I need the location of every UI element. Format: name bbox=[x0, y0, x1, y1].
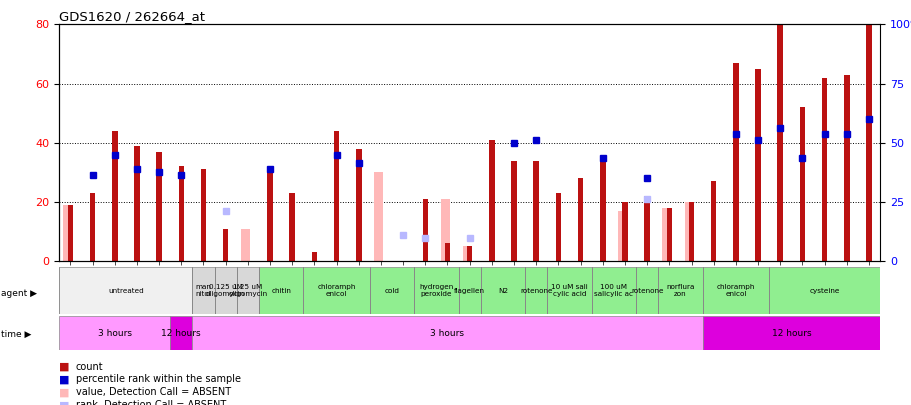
Text: ■: ■ bbox=[59, 388, 70, 397]
Text: chloramph
enicol: chloramph enicol bbox=[317, 284, 355, 297]
Bar bbox=[488, 140, 494, 261]
Bar bbox=[865, 24, 871, 261]
Bar bbox=[374, 173, 383, 261]
Text: 100 uM
salicylic ac: 100 uM salicylic ac bbox=[594, 284, 632, 297]
Text: GDS1620 / 262664_at: GDS1620 / 262664_at bbox=[59, 10, 205, 23]
Bar bbox=[458, 267, 480, 314]
Bar bbox=[591, 267, 635, 314]
Bar bbox=[333, 131, 339, 261]
Bar bbox=[112, 131, 118, 261]
Text: untreated: untreated bbox=[107, 288, 144, 294]
Text: 10 uM sali
cylic acid: 10 uM sali cylic acid bbox=[550, 284, 588, 297]
Bar bbox=[701, 267, 768, 314]
Bar bbox=[578, 178, 583, 261]
Text: 3 hours: 3 hours bbox=[97, 328, 131, 338]
Bar bbox=[67, 205, 73, 261]
Bar bbox=[711, 181, 716, 261]
Text: chloramph
enicol: chloramph enicol bbox=[716, 284, 754, 297]
Bar bbox=[259, 267, 303, 314]
Text: agent ▶: agent ▶ bbox=[1, 289, 36, 298]
Bar bbox=[156, 151, 162, 261]
Bar bbox=[312, 252, 317, 261]
Text: cold: cold bbox=[384, 288, 399, 294]
Bar bbox=[170, 316, 192, 350]
Bar bbox=[289, 193, 294, 261]
Text: flagellen: flagellen bbox=[454, 288, 485, 294]
Text: time ▶: time ▶ bbox=[1, 330, 31, 339]
Text: ■: ■ bbox=[59, 362, 70, 371]
Bar bbox=[462, 246, 472, 261]
Bar bbox=[511, 160, 517, 261]
Bar bbox=[192, 267, 214, 314]
Text: ■: ■ bbox=[59, 375, 70, 384]
Bar bbox=[440, 199, 449, 261]
Bar bbox=[533, 160, 538, 261]
Text: 12 hours: 12 hours bbox=[161, 328, 201, 338]
Bar bbox=[661, 208, 671, 261]
Bar bbox=[658, 267, 701, 314]
Bar bbox=[422, 199, 427, 261]
Bar bbox=[525, 267, 547, 314]
Text: N2: N2 bbox=[497, 288, 507, 294]
Bar bbox=[370, 267, 414, 314]
Text: 3 hours: 3 hours bbox=[430, 328, 464, 338]
Text: norflura
zon: norflura zon bbox=[666, 284, 694, 297]
Bar bbox=[59, 316, 170, 350]
Bar bbox=[821, 78, 826, 261]
Bar bbox=[445, 243, 450, 261]
Text: ■: ■ bbox=[59, 401, 70, 405]
Bar bbox=[237, 267, 259, 314]
Bar bbox=[621, 202, 627, 261]
Text: rank, Detection Call = ABSENT: rank, Detection Call = ABSENT bbox=[76, 401, 226, 405]
Bar bbox=[768, 267, 879, 314]
Bar bbox=[644, 196, 650, 261]
Bar bbox=[776, 24, 783, 261]
Bar bbox=[241, 229, 250, 261]
Text: value, Detection Call = ABSENT: value, Detection Call = ABSENT bbox=[76, 388, 230, 397]
Bar bbox=[222, 229, 228, 261]
Bar bbox=[618, 211, 627, 261]
Bar bbox=[599, 158, 605, 261]
Bar bbox=[799, 107, 804, 261]
Bar bbox=[684, 202, 693, 261]
Text: percentile rank within the sample: percentile rank within the sample bbox=[76, 375, 241, 384]
Text: chitin: chitin bbox=[271, 288, 291, 294]
Bar bbox=[267, 173, 272, 261]
Bar bbox=[89, 193, 96, 261]
Bar bbox=[480, 267, 525, 314]
Text: cysteine: cysteine bbox=[809, 288, 839, 294]
Text: 1.25 uM
oligomycin: 1.25 uM oligomycin bbox=[228, 284, 267, 297]
Bar bbox=[64, 205, 73, 261]
Bar bbox=[754, 69, 760, 261]
Bar bbox=[59, 267, 192, 314]
Text: count: count bbox=[76, 362, 103, 371]
Bar bbox=[701, 316, 879, 350]
Text: man
nitol: man nitol bbox=[195, 284, 211, 297]
Text: rotenone: rotenone bbox=[630, 288, 662, 294]
Bar bbox=[179, 166, 184, 261]
Bar bbox=[843, 75, 849, 261]
Bar bbox=[200, 169, 206, 261]
Bar bbox=[666, 208, 671, 261]
Text: 0.125 uM
oligomycin: 0.125 uM oligomycin bbox=[206, 284, 245, 297]
Bar bbox=[547, 267, 591, 314]
Bar bbox=[555, 193, 560, 261]
Bar bbox=[466, 246, 472, 261]
Text: 12 hours: 12 hours bbox=[771, 328, 810, 338]
Bar bbox=[732, 63, 738, 261]
Bar bbox=[414, 267, 458, 314]
Bar bbox=[355, 149, 361, 261]
Bar bbox=[688, 202, 693, 261]
Bar bbox=[635, 267, 658, 314]
Text: hydrogen
peroxide: hydrogen peroxide bbox=[419, 284, 453, 297]
Bar bbox=[134, 146, 139, 261]
Text: rotenone: rotenone bbox=[519, 288, 552, 294]
Bar bbox=[214, 267, 237, 314]
Bar bbox=[192, 316, 701, 350]
Bar bbox=[303, 267, 370, 314]
